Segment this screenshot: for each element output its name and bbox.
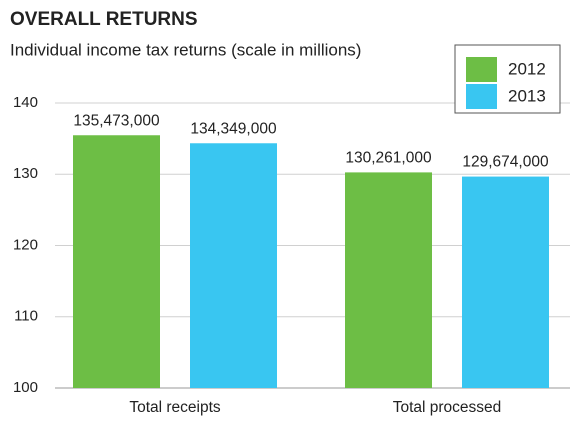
bar xyxy=(345,172,432,388)
y-tick-label: 110 xyxy=(14,308,38,325)
bar xyxy=(190,143,277,388)
legend-swatch xyxy=(466,57,497,82)
bar xyxy=(462,176,549,388)
x-tick-label: Total processed xyxy=(393,399,502,416)
value-label: 129,674,000 xyxy=(462,154,549,171)
bar xyxy=(73,135,160,388)
value-label: 135,473,000 xyxy=(73,112,160,129)
value-label: 130,261,000 xyxy=(345,149,432,166)
legend-label: 2012 xyxy=(508,59,546,78)
value-label: 134,349,000 xyxy=(190,120,277,137)
y-tick-label: 100 xyxy=(13,379,38,396)
chart-subtitle: Individual income tax returns (scale in … xyxy=(10,40,361,59)
legend-swatch xyxy=(466,84,497,109)
chart-title: OVERALL RETURNS xyxy=(10,9,198,30)
y-tick-label: 130 xyxy=(13,165,38,182)
y-tick-label: 120 xyxy=(13,236,38,253)
legend-label: 2013 xyxy=(508,86,546,105)
x-tick-label: Total receipts xyxy=(129,399,221,416)
y-tick-label: 140 xyxy=(13,94,38,111)
